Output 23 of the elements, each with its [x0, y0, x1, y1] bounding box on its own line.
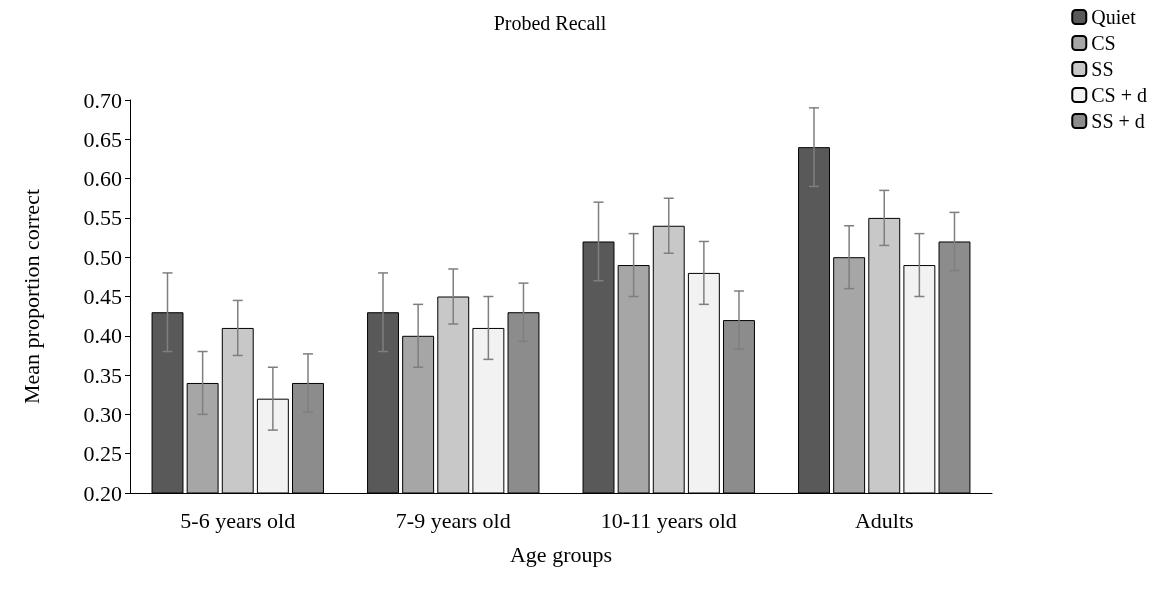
y-tick-label: 0.45	[83, 284, 122, 309]
x-tick-label: Adults	[854, 507, 914, 533]
legend-label: CS + d	[1091, 84, 1148, 106]
y-axis-title: Mean proportion correct	[18, 188, 44, 405]
y-tick-label: 0.50	[83, 244, 122, 270]
legend-label: Quiet	[1091, 6, 1137, 28]
y-tick-label: 0.60	[83, 166, 122, 192]
y-tick-label: 0.35	[83, 362, 122, 388]
y-tick-label: 0.65	[83, 126, 122, 152]
legend-label: SS + d	[1091, 110, 1145, 132]
chart-title: Probed Recall	[493, 12, 607, 34]
y-tick-label: 0.55	[83, 205, 122, 231]
legend-label: SS	[1091, 58, 1114, 80]
y-tick-label: 0.20	[83, 480, 122, 506]
y-tick-label: 0.40	[83, 323, 122, 349]
y-tick-label: 0.30	[83, 401, 122, 427]
x-tick-label: 5-6 years old	[180, 507, 296, 533]
x-axis-title: Age groups	[509, 541, 613, 567]
x-tick-label: 7-9 years old	[395, 507, 511, 533]
legend-label: CS	[1091, 32, 1116, 54]
y-tick-label: 0.70	[83, 87, 122, 113]
y-tick-label: 0.25	[83, 441, 122, 467]
x-tick-label: 10-11 years old	[600, 507, 737, 533]
